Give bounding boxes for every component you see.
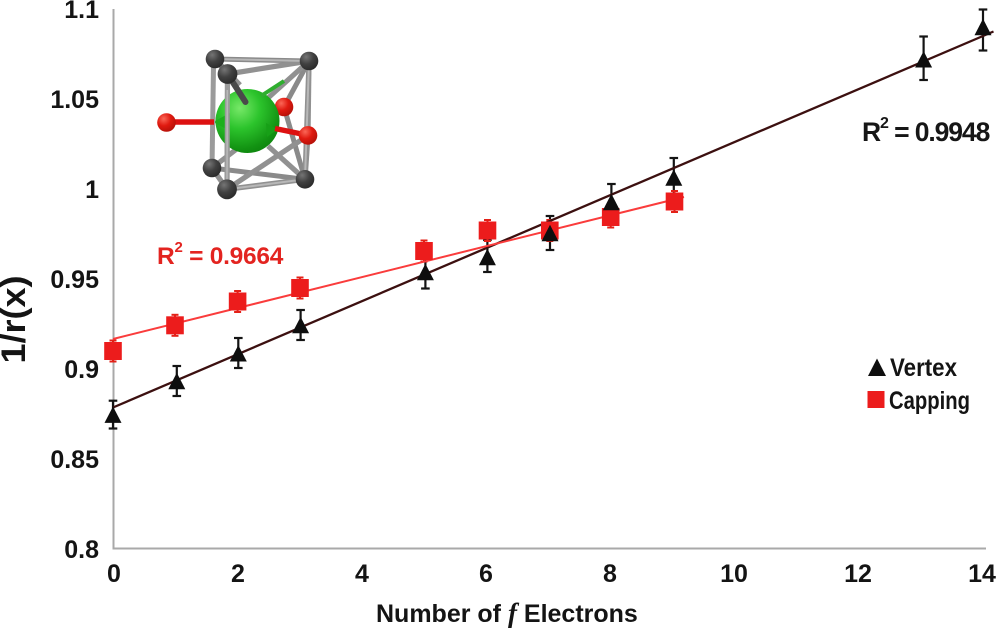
svg-text:R2 = 0.9948: R2 = 0.9948 (862, 115, 990, 147)
svg-text:8: 8 (603, 560, 617, 588)
svg-text:1.1: 1.1 (64, 0, 99, 24)
svg-text:0.95: 0.95 (50, 266, 99, 294)
svg-text:1: 1 (85, 176, 99, 204)
svg-text:1.05: 1.05 (50, 86, 99, 114)
svg-text:0.8: 0.8 (64, 536, 99, 564)
svg-text:Capping: Capping (889, 387, 970, 415)
svg-text:0: 0 (107, 560, 121, 588)
svg-text:14: 14 (968, 560, 996, 588)
svg-text:R2 = 0.9664: R2 = 0.9664 (157, 239, 284, 270)
svg-text:2: 2 (231, 560, 245, 588)
svg-text:10: 10 (720, 560, 748, 588)
svg-text:Vertex: Vertex (890, 354, 957, 382)
svg-text:1/r(x): 1/r(x) (0, 276, 33, 364)
svg-text:4: 4 (355, 560, 369, 588)
svg-text:12: 12 (844, 560, 872, 588)
svg-text:6: 6 (479, 560, 493, 588)
svg-text:0.9: 0.9 (64, 356, 99, 384)
svg-text:0.85: 0.85 (50, 446, 99, 474)
svg-text:Number of f Electrons: Number of f Electrons (376, 598, 638, 628)
